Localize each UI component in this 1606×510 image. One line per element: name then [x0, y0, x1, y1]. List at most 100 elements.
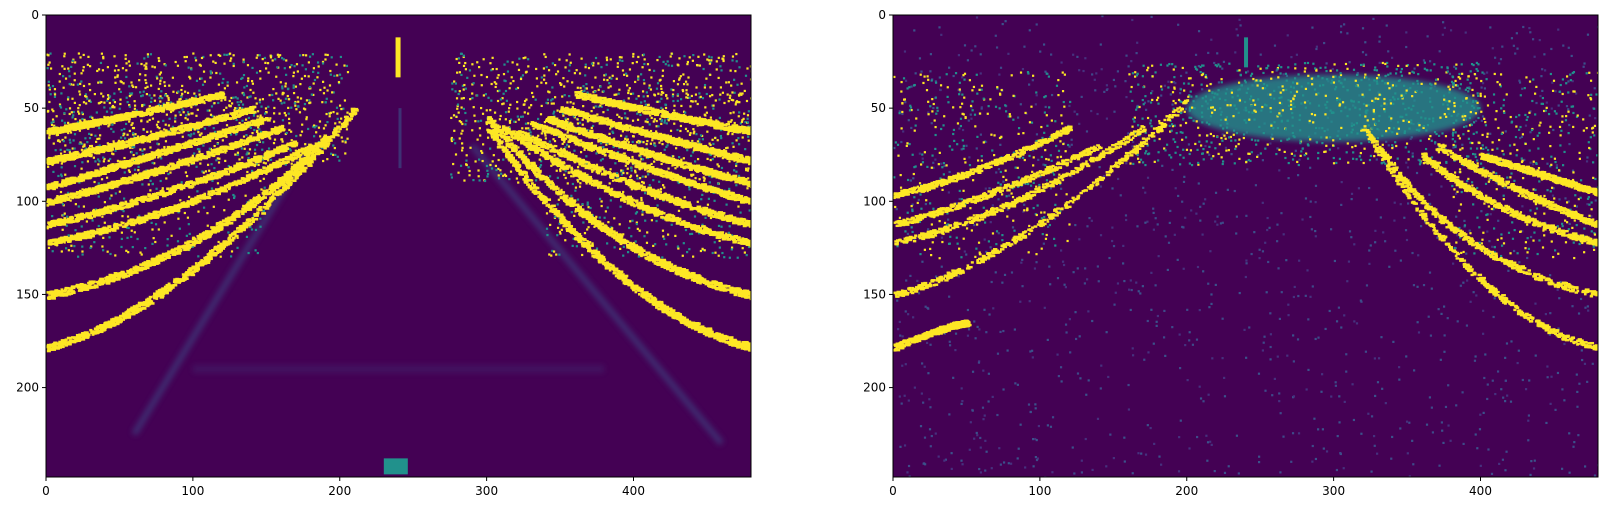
- noise-speck: [251, 169, 254, 173]
- noise-speck: [601, 157, 604, 161]
- noise-speck: [165, 252, 171, 255]
- noise-speck: [226, 185, 230, 189]
- noise-speck: [658, 79, 661, 82]
- noise-speck: [78, 104, 81, 107]
- noise-speck: [649, 88, 653, 91]
- noise-speck: [516, 63, 519, 66]
- noise-speck: [523, 100, 527, 103]
- noise-speck: [735, 52, 738, 56]
- noise-speck: [132, 132, 135, 135]
- noise-speck: [597, 140, 600, 143]
- noise-speck: [158, 96, 161, 100]
- noise-speck: [292, 84, 295, 87]
- noise-speck: [177, 90, 180, 93]
- noise-speck: [95, 280, 100, 284]
- noise-speck: [267, 105, 270, 108]
- noise-speck: [67, 131, 70, 135]
- noise-speck: [605, 143, 608, 146]
- noise-speck: [195, 241, 201, 245]
- noise-speck: [698, 64, 702, 67]
- noise-speck: [202, 196, 207, 199]
- noise-speck: [169, 171, 172, 174]
- noise-speck: [127, 169, 131, 172]
- noise-speck: [87, 55, 90, 58]
- noise-speck: [89, 246, 92, 249]
- noise-speck: [191, 198, 196, 201]
- noise-speck: [688, 248, 691, 251]
- noise-speck: [461, 142, 464, 145]
- noise-speck: [602, 111, 605, 114]
- noise-speck: [278, 112, 281, 115]
- noise-speck: [586, 91, 589, 94]
- noise-speck: [213, 102, 216, 105]
- noise-speck: [46, 345, 51, 349]
- noise-speck: [741, 136, 744, 139]
- noise-speck: [731, 59, 734, 62]
- noise-speck: [746, 187, 749, 190]
- noise-speck: [474, 120, 477, 123]
- noise-speck: [63, 52, 66, 55]
- noise-speck: [127, 314, 132, 318]
- noise-speck: [47, 63, 50, 66]
- noise-speck: [735, 184, 738, 187]
- noise-speck: [600, 200, 603, 203]
- noise-speck: [81, 69, 85, 72]
- noise-speck: [556, 176, 559, 179]
- noise-speck: [702, 67, 705, 71]
- noise-speck: [504, 89, 508, 93]
- noise-speck: [655, 119, 658, 123]
- noise-speck: [69, 234, 74, 238]
- noise-speck: [116, 321, 120, 325]
- noise-speck: [204, 235, 209, 238]
- noise-speck: [54, 291, 60, 295]
- noise-speck: [283, 184, 288, 188]
- noise-speck: [161, 254, 167, 258]
- noise-speck: [116, 75, 119, 78]
- noise-speck: [87, 281, 92, 285]
- noise-speck: [737, 174, 741, 177]
- noise-speck: [202, 55, 205, 59]
- noise-speck: [154, 216, 160, 219]
- noise-speck: [258, 101, 261, 104]
- noise-speck: [236, 151, 240, 154]
- noise-speck: [144, 86, 147, 90]
- noise-speck: [216, 251, 220, 255]
- noise-speck: [150, 258, 155, 261]
- noise-speck: [320, 143, 324, 147]
- noise-speck: [102, 95, 105, 98]
- noise-speck: [108, 101, 111, 105]
- noise-speck: [743, 112, 746, 115]
- noise-speck: [232, 212, 236, 216]
- noise-speck: [238, 229, 243, 233]
- noise-speck: [294, 85, 298, 88]
- noise-speck: [281, 87, 284, 90]
- noise-speck: [590, 110, 593, 113]
- noise-speck: [665, 122, 668, 125]
- noise-speck: [54, 149, 57, 152]
- noise-speck: [94, 285, 99, 289]
- noise-speck: [114, 278, 118, 281]
- noise-speck: [74, 229, 77, 232]
- noise-speck: [190, 68, 193, 71]
- noise-speck: [249, 88, 252, 92]
- noise-speck: [225, 124, 229, 127]
- noise-speck: [618, 115, 621, 119]
- noise-speck: [176, 252, 182, 255]
- noise-speck: [564, 117, 567, 120]
- noise-speck: [149, 198, 153, 202]
- noise-speck: [326, 143, 330, 146]
- noise-speck: [576, 198, 580, 201]
- noise-speck: [562, 114, 565, 117]
- noise-speck: [61, 65, 64, 68]
- noise-speck: [144, 262, 148, 266]
- noise-speck: [578, 121, 582, 124]
- noise-speck: [550, 102, 553, 105]
- noise-speck: [246, 64, 250, 67]
- noise-speck: [253, 171, 257, 175]
- noise-speck: [223, 53, 226, 56]
- noise-speck: [499, 114, 502, 118]
- noise-speck: [205, 196, 209, 199]
- noise-speck: [123, 273, 128, 277]
- noise-speck: [137, 165, 140, 169]
- noise-speck: [258, 54, 261, 57]
